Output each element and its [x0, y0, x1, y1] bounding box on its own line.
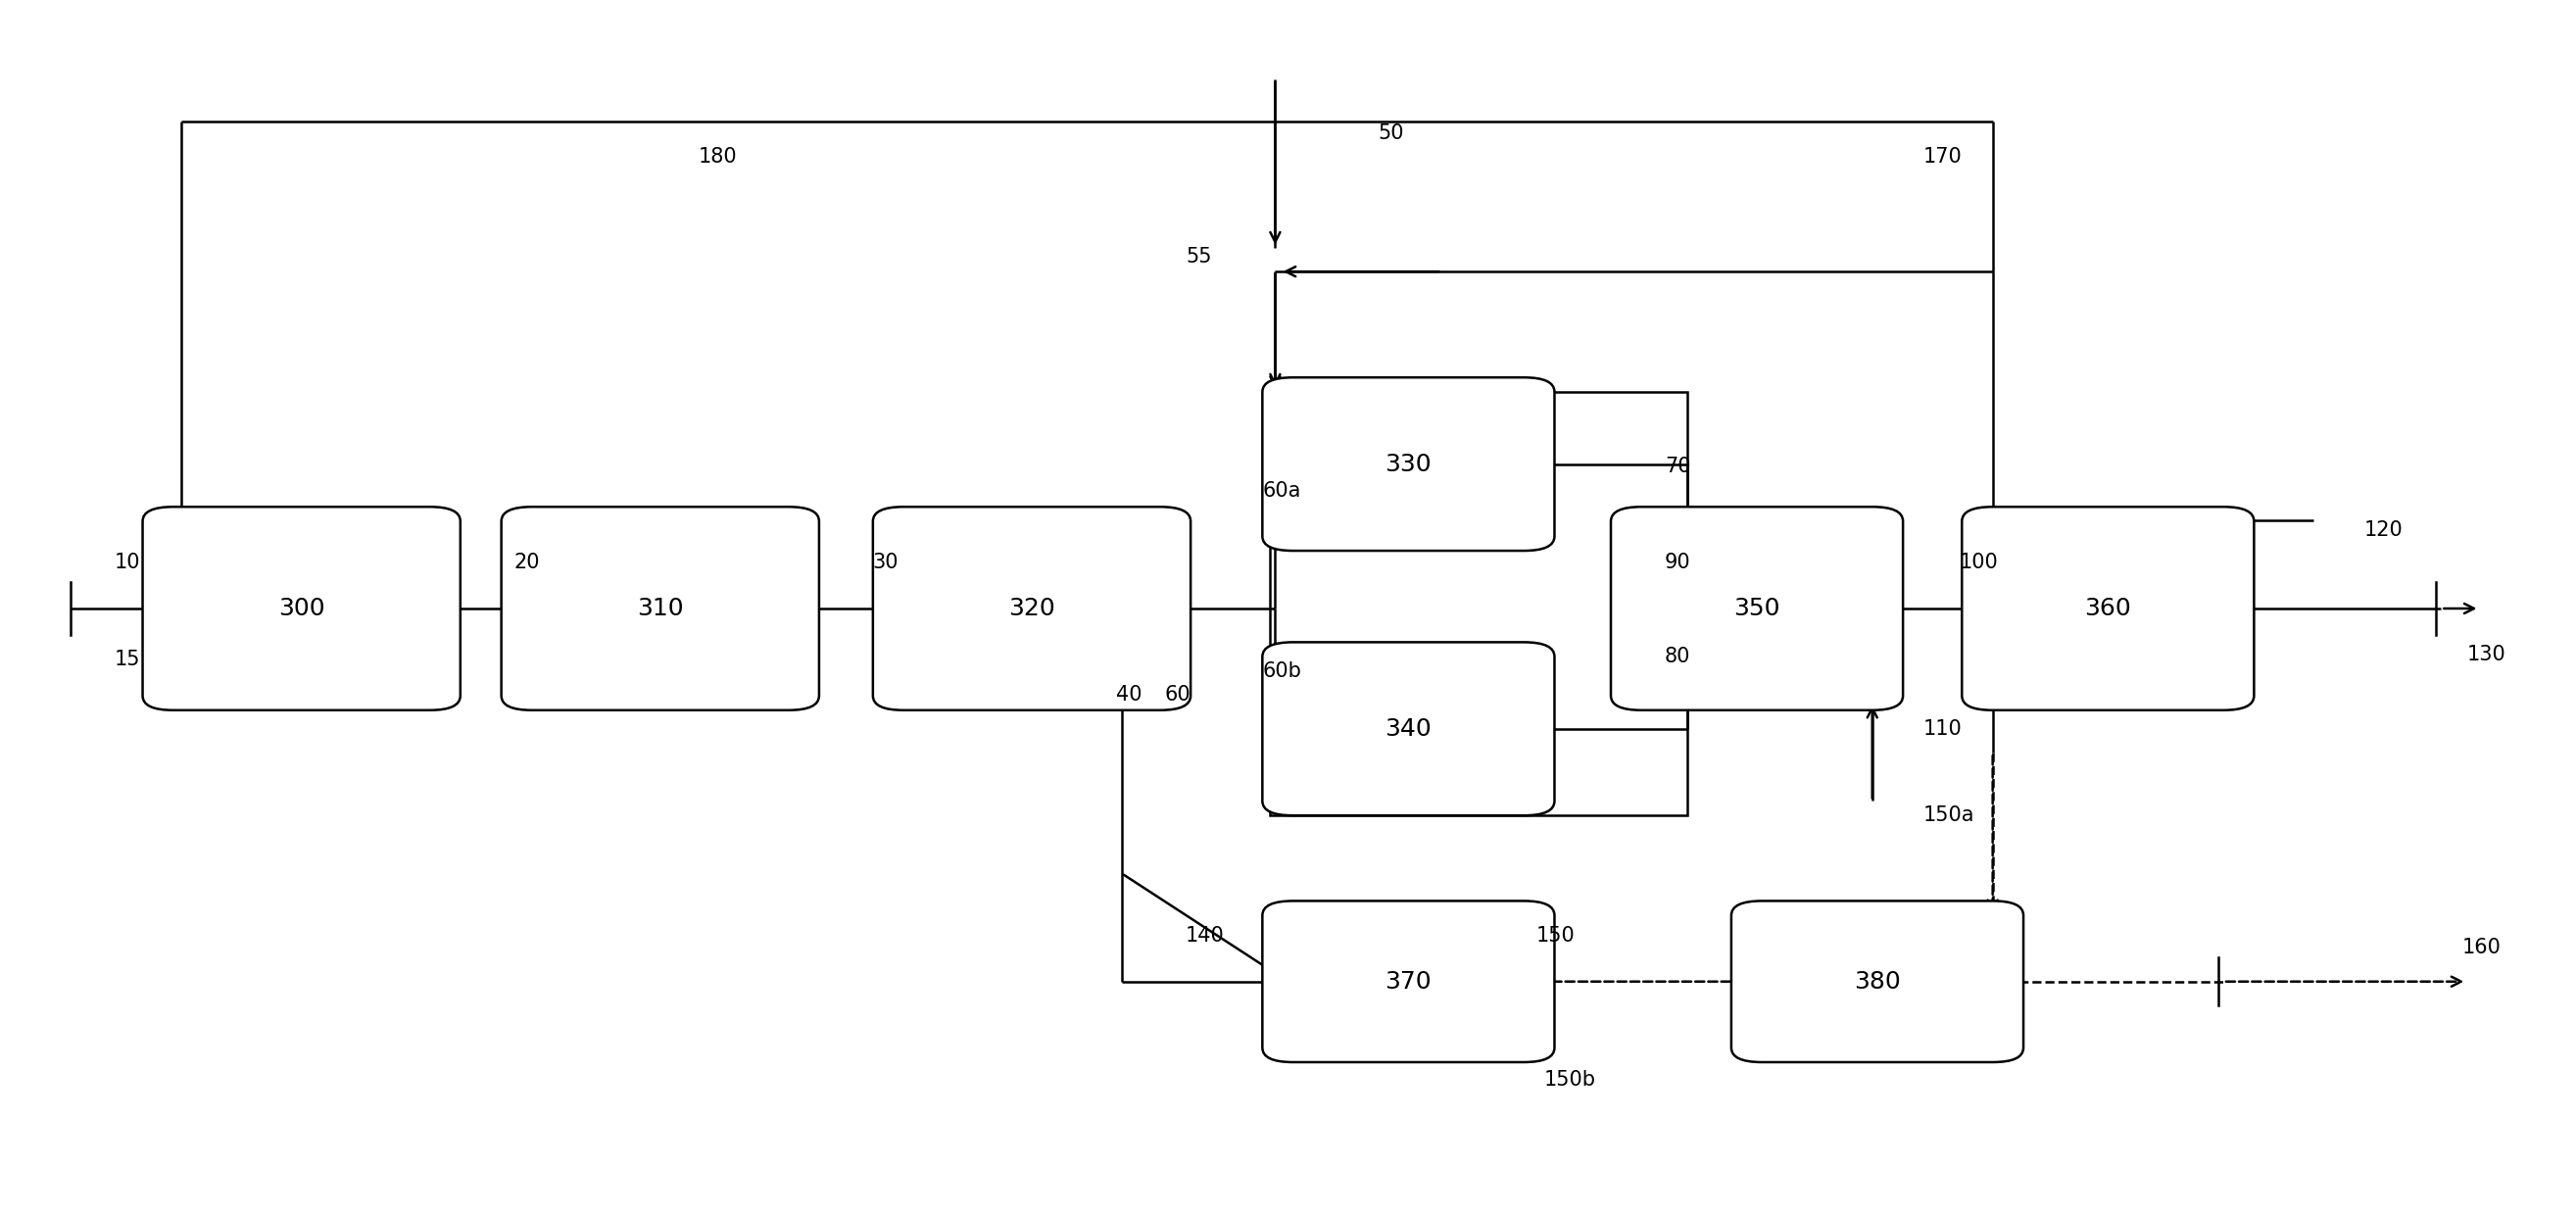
- Text: 60b: 60b: [1262, 661, 1301, 680]
- Text: 350: 350: [1734, 596, 1780, 621]
- FancyBboxPatch shape: [873, 506, 1190, 711]
- FancyBboxPatch shape: [1262, 643, 1553, 815]
- Bar: [1270, 392, 1687, 815]
- Text: 170: 170: [1924, 147, 1963, 167]
- Text: 130: 130: [2468, 645, 2506, 664]
- Text: 330: 330: [1386, 453, 1432, 476]
- Text: 20: 20: [515, 553, 541, 572]
- Text: 110: 110: [1924, 719, 1963, 739]
- Text: 140: 140: [1185, 926, 1224, 946]
- Text: 60a: 60a: [1262, 481, 1301, 500]
- FancyBboxPatch shape: [502, 506, 819, 711]
- Text: 80: 80: [1664, 647, 1690, 667]
- Text: 310: 310: [636, 596, 683, 621]
- FancyBboxPatch shape: [1610, 506, 1904, 711]
- Text: 120: 120: [2365, 521, 2403, 540]
- Text: 50: 50: [1378, 123, 1404, 142]
- Text: 300: 300: [278, 596, 325, 621]
- Text: 340: 340: [1386, 717, 1432, 741]
- FancyBboxPatch shape: [142, 506, 461, 711]
- Text: 360: 360: [2084, 596, 2130, 621]
- Text: 60: 60: [1164, 685, 1190, 705]
- FancyBboxPatch shape: [1963, 506, 2254, 711]
- Text: 150: 150: [1535, 926, 1577, 946]
- Text: 15: 15: [113, 649, 139, 669]
- Text: 30: 30: [873, 553, 899, 572]
- Text: 100: 100: [1960, 553, 1999, 572]
- Text: 370: 370: [1386, 970, 1432, 993]
- Text: 160: 160: [2463, 938, 2501, 958]
- Text: 40: 40: [1115, 685, 1141, 705]
- Text: 55: 55: [1185, 247, 1211, 267]
- FancyBboxPatch shape: [1262, 901, 1553, 1062]
- Text: 380: 380: [1855, 970, 1901, 993]
- Text: 180: 180: [698, 147, 737, 167]
- Text: 150b: 150b: [1543, 1071, 1597, 1090]
- Text: 10: 10: [113, 553, 139, 572]
- Text: 70: 70: [1664, 456, 1690, 476]
- Text: 150a: 150a: [1924, 806, 1976, 825]
- Text: 90: 90: [1664, 553, 1690, 572]
- FancyBboxPatch shape: [1731, 901, 2022, 1062]
- Text: 320: 320: [1007, 596, 1056, 621]
- FancyBboxPatch shape: [1262, 377, 1553, 551]
